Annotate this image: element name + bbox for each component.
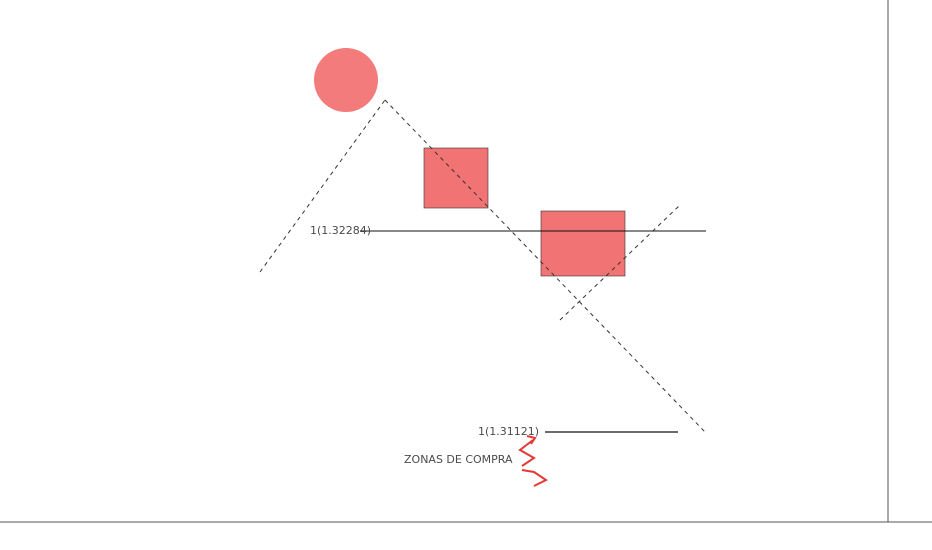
x-axis-panel (0, 522, 888, 550)
highlight-circle (314, 48, 378, 112)
y-axis-panel (888, 0, 932, 550)
arrow (518, 439, 536, 467)
drawings (259, 48, 706, 487)
highlight-box (540, 210, 626, 277)
trend-line (384, 99, 706, 433)
annotation: 1(1.31121) (478, 425, 539, 438)
arrow (521, 435, 548, 487)
annotation: 1(1.32284) (310, 224, 371, 237)
highlight-box (423, 147, 489, 209)
trend-line (259, 99, 386, 273)
trend-line (559, 204, 681, 321)
annotation: ZONAS DE COMPRA (404, 453, 513, 466)
